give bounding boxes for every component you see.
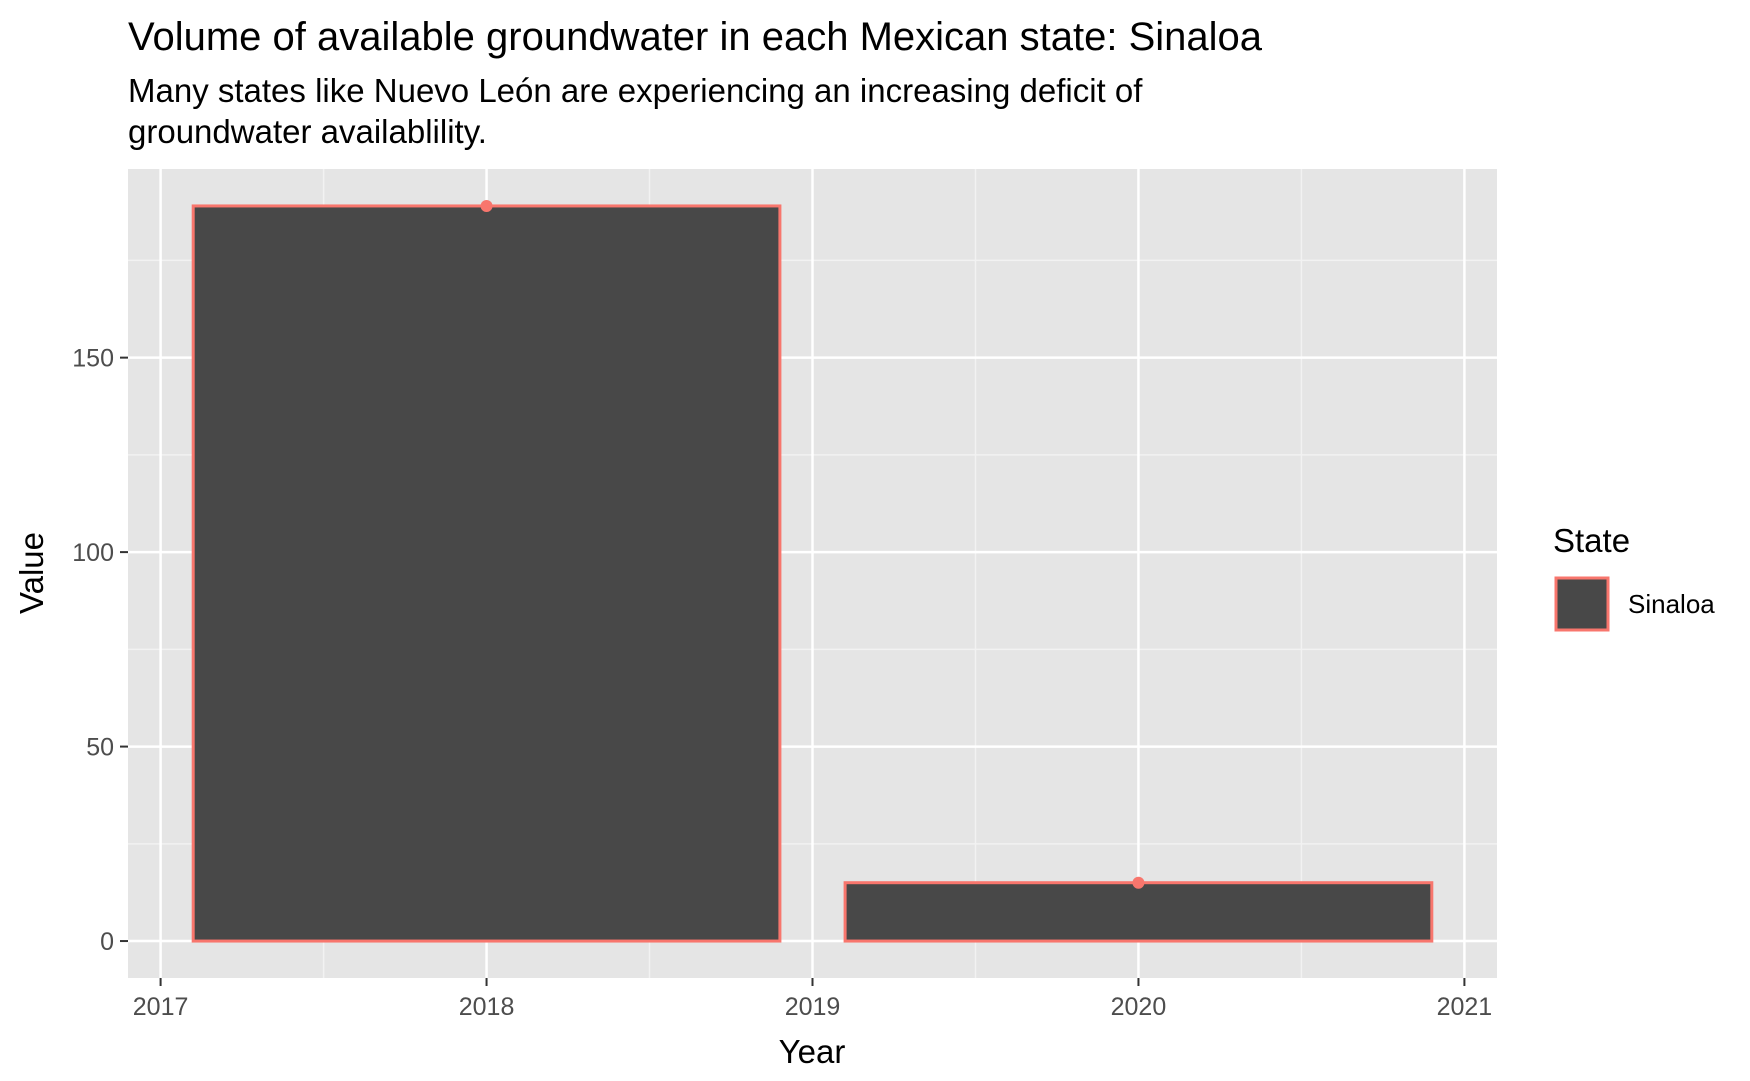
chart-title: Volume of available groundwater in each … bbox=[128, 15, 1263, 59]
point-2020 bbox=[1132, 876, 1145, 889]
y-tick-label-50: 50 bbox=[86, 734, 114, 762]
y-tick-label-0: 0 bbox=[100, 928, 114, 956]
x-tick-label-2020: 2020 bbox=[1111, 993, 1167, 1021]
bar-2020 bbox=[843, 881, 1434, 943]
x-tick-label-2017: 2017 bbox=[133, 993, 189, 1021]
y-tick-label-150: 150 bbox=[72, 345, 114, 373]
bars bbox=[191, 204, 1434, 943]
x-axis: 2017 2018 2019 2020 2021 bbox=[133, 978, 1492, 1021]
legend: State Sinaloa bbox=[1553, 522, 1715, 632]
legend-label-sinaloa: Sinaloa bbox=[1628, 589, 1715, 619]
chart-subtitle-line-2: groundwater availablility. bbox=[128, 113, 487, 150]
legend-title: State bbox=[1553, 522, 1630, 559]
legend-key-sinaloa bbox=[1554, 576, 1610, 632]
y-axis: 0 50 100 150 bbox=[72, 345, 128, 956]
x-tick-label-2019: 2019 bbox=[785, 993, 841, 1021]
x-tick-label-2021: 2021 bbox=[1437, 993, 1493, 1021]
y-axis-title: Value bbox=[13, 532, 50, 614]
x-axis-title: Year bbox=[779, 1033, 846, 1070]
point-2018 bbox=[480, 199, 493, 212]
points bbox=[480, 199, 1145, 889]
bar-2018 bbox=[191, 204, 782, 943]
y-tick-label-100: 100 bbox=[72, 539, 114, 567]
chart-subtitle-line-1: Many states like Nuevo León are experien… bbox=[128, 72, 1143, 109]
x-tick-label-2018: 2018 bbox=[459, 993, 515, 1021]
